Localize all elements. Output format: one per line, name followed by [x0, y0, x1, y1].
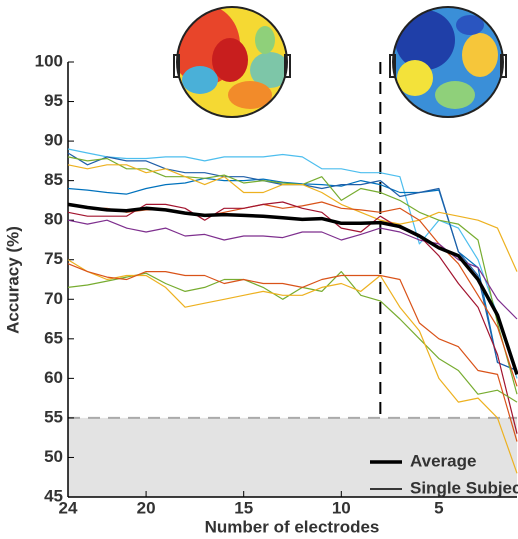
topoplot-right [389, 6, 507, 118]
x-tick-label: 5 [434, 498, 443, 517]
y-tick-label: 55 [44, 407, 63, 426]
topoplot-left [173, 6, 291, 118]
x-tick-label: 15 [234, 498, 253, 517]
subject-line [67, 263, 518, 442]
chance-region [68, 417, 517, 497]
legend-label: Average [410, 451, 476, 470]
subject-line [67, 148, 518, 379]
subject-line [67, 201, 518, 434]
subject-line [67, 164, 518, 272]
subject-line [67, 156, 518, 395]
y-tick-label: 85 [44, 170, 63, 189]
x-tick-label: 20 [137, 498, 156, 517]
x-tick-label: 10 [332, 498, 351, 517]
y-tick-label: 75 [44, 249, 63, 268]
average-line [67, 202, 518, 375]
y-tick-label: 80 [44, 210, 63, 229]
y-tick-label: 100 [35, 51, 63, 70]
subject-line [67, 219, 518, 320]
subject-line [67, 259, 518, 474]
y-tick-label: 95 [44, 91, 63, 110]
y-tick-label: 90 [44, 131, 63, 150]
x-axis-title: Number of electrodes [205, 517, 380, 536]
y-tick-label: 70 [44, 289, 63, 308]
subject-line [67, 152, 518, 372]
x-tick-label: 24 [59, 498, 78, 517]
subject-line [67, 271, 518, 403]
y-tick-label: 45 [44, 486, 63, 505]
legend-label: Single Subjects [410, 478, 518, 497]
y-tick-label: 50 [44, 447, 63, 466]
y-tick-label: 65 [44, 328, 63, 347]
y-tick-label: 60 [44, 368, 63, 387]
y-axis-title: Accuracy (%) [3, 226, 22, 334]
